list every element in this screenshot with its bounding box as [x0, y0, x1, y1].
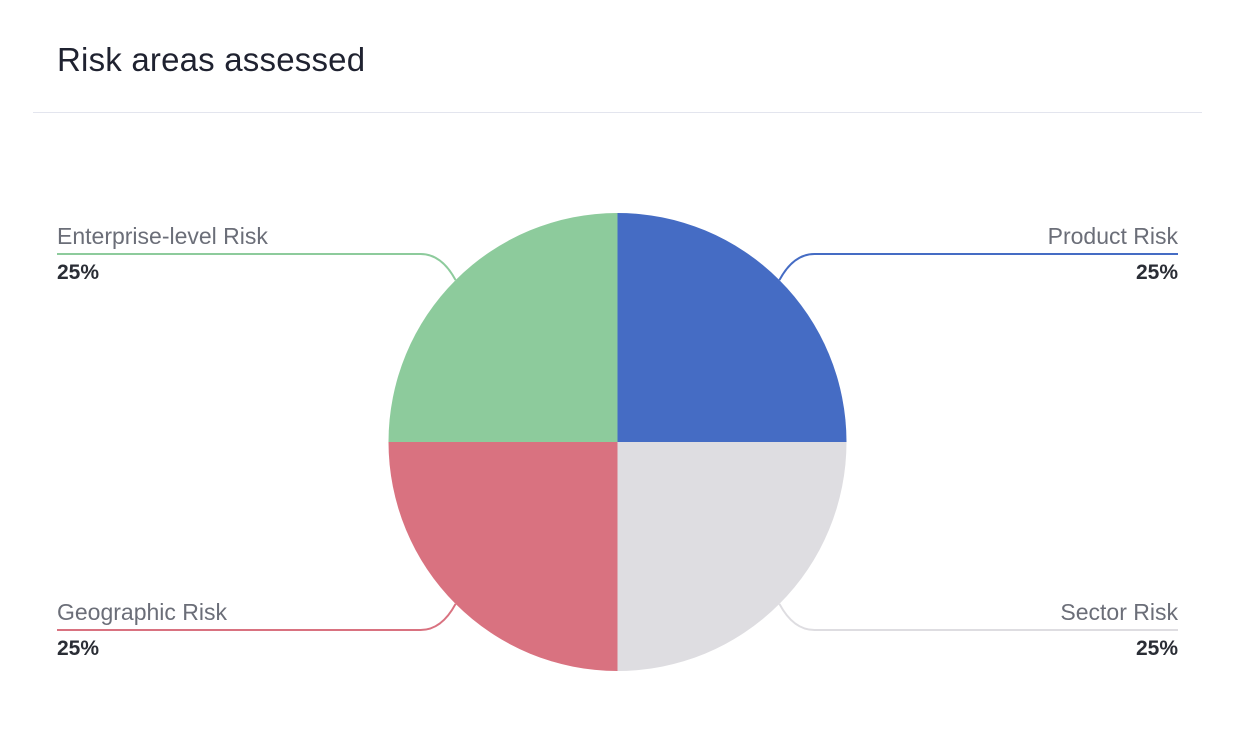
- slice-value-geographic-risk: 25%: [57, 637, 99, 660]
- card-title: Risk areas assessed: [57, 41, 366, 78]
- slice-label-sector-risk: Sector Risk: [1060, 599, 1178, 625]
- slice-value-enterprise-level-risk: 25%: [57, 261, 99, 284]
- slice-value-sector-risk: 25%: [1136, 637, 1178, 660]
- leader-line-enterprise-level-risk: [57, 253, 457, 281]
- slice-labels: Product Risk 25% Sector Risk 25% Geographic …: [57, 223, 1178, 660]
- leader-line-geographic-risk: [57, 603, 457, 631]
- pie-slices: [388, 213, 847, 671]
- pie-slice-product-risk[interactable]: [617, 213, 847, 442]
- slice-label-geographic-risk: Geographic Risk: [57, 599, 228, 625]
- slice-label-product-risk: Product Risk: [1048, 223, 1179, 249]
- leader-lines: [57, 253, 1178, 631]
- slice-value-product-risk: 25%: [1136, 261, 1178, 284]
- leader-line-product-risk: [778, 253, 1178, 281]
- title-divider: [33, 112, 1202, 113]
- slice-label-enterprise-level-risk: Enterprise-level Risk: [57, 223, 268, 249]
- pie-slice-geographic-risk[interactable]: [388, 442, 618, 671]
- leader-line-sector-risk: [778, 603, 1178, 631]
- pie-slice-enterprise-level-risk[interactable]: [388, 213, 618, 442]
- pie-slice-sector-risk[interactable]: [617, 442, 847, 671]
